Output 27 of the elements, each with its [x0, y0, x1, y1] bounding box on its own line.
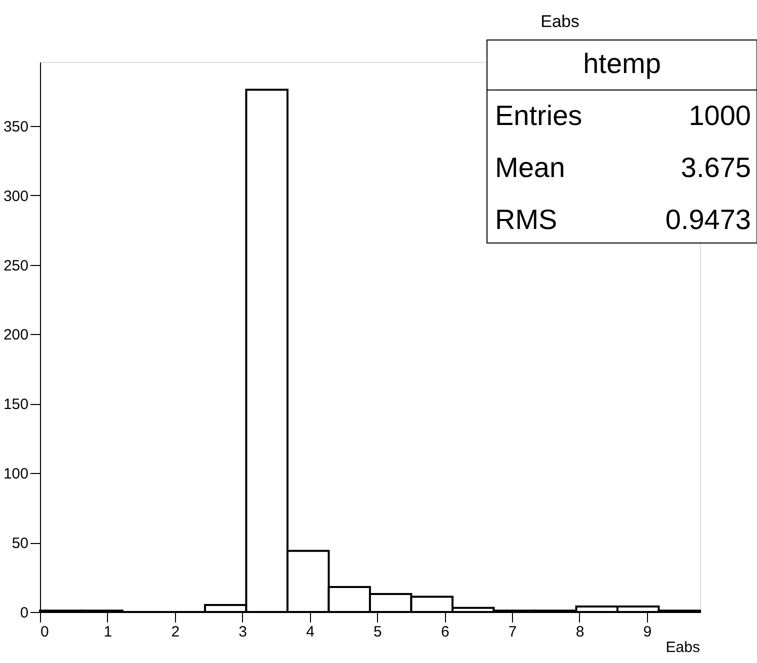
annotation: 3.675 [680, 152, 751, 183]
x-tick-label: 2 [171, 624, 180, 640]
x-tick-label: 8 [576, 624, 584, 640]
x-tick-label: 5 [374, 624, 382, 640]
y-tick-label: 300 [3, 188, 28, 205]
y-tick-label: 200 [3, 326, 28, 344]
y-tick-label: 50 [12, 535, 28, 552]
annotation: 0.9473 [665, 204, 751, 235]
y-tick-label: 0 [20, 604, 28, 622]
x-tick-label: 9 [643, 624, 652, 640]
annotation: 1000 [688, 100, 751, 131]
annotation: Mean [495, 152, 566, 183]
annotation: Entries [495, 100, 582, 131]
x-tick-label: 4 [306, 624, 314, 640]
y-tick-label: 100 [3, 466, 28, 483]
y-tick-label: 250 [3, 257, 28, 274]
x-tick-label: 1 [104, 624, 112, 640]
y-tick-label: 350 [3, 118, 28, 136]
x-axis-title: Eabs [666, 639, 700, 656]
x-tick-label: 7 [508, 624, 517, 640]
chart-title: Eabs [540, 12, 580, 31]
annotation: RMS [495, 204, 558, 235]
x-tick-label: 0 [40, 624, 49, 640]
x-tick-label: 6 [440, 624, 450, 640]
y-tick-label: 150 [3, 396, 28, 414]
annotation: htemp [583, 48, 661, 79]
x-tick-label: 3 [238, 624, 247, 640]
